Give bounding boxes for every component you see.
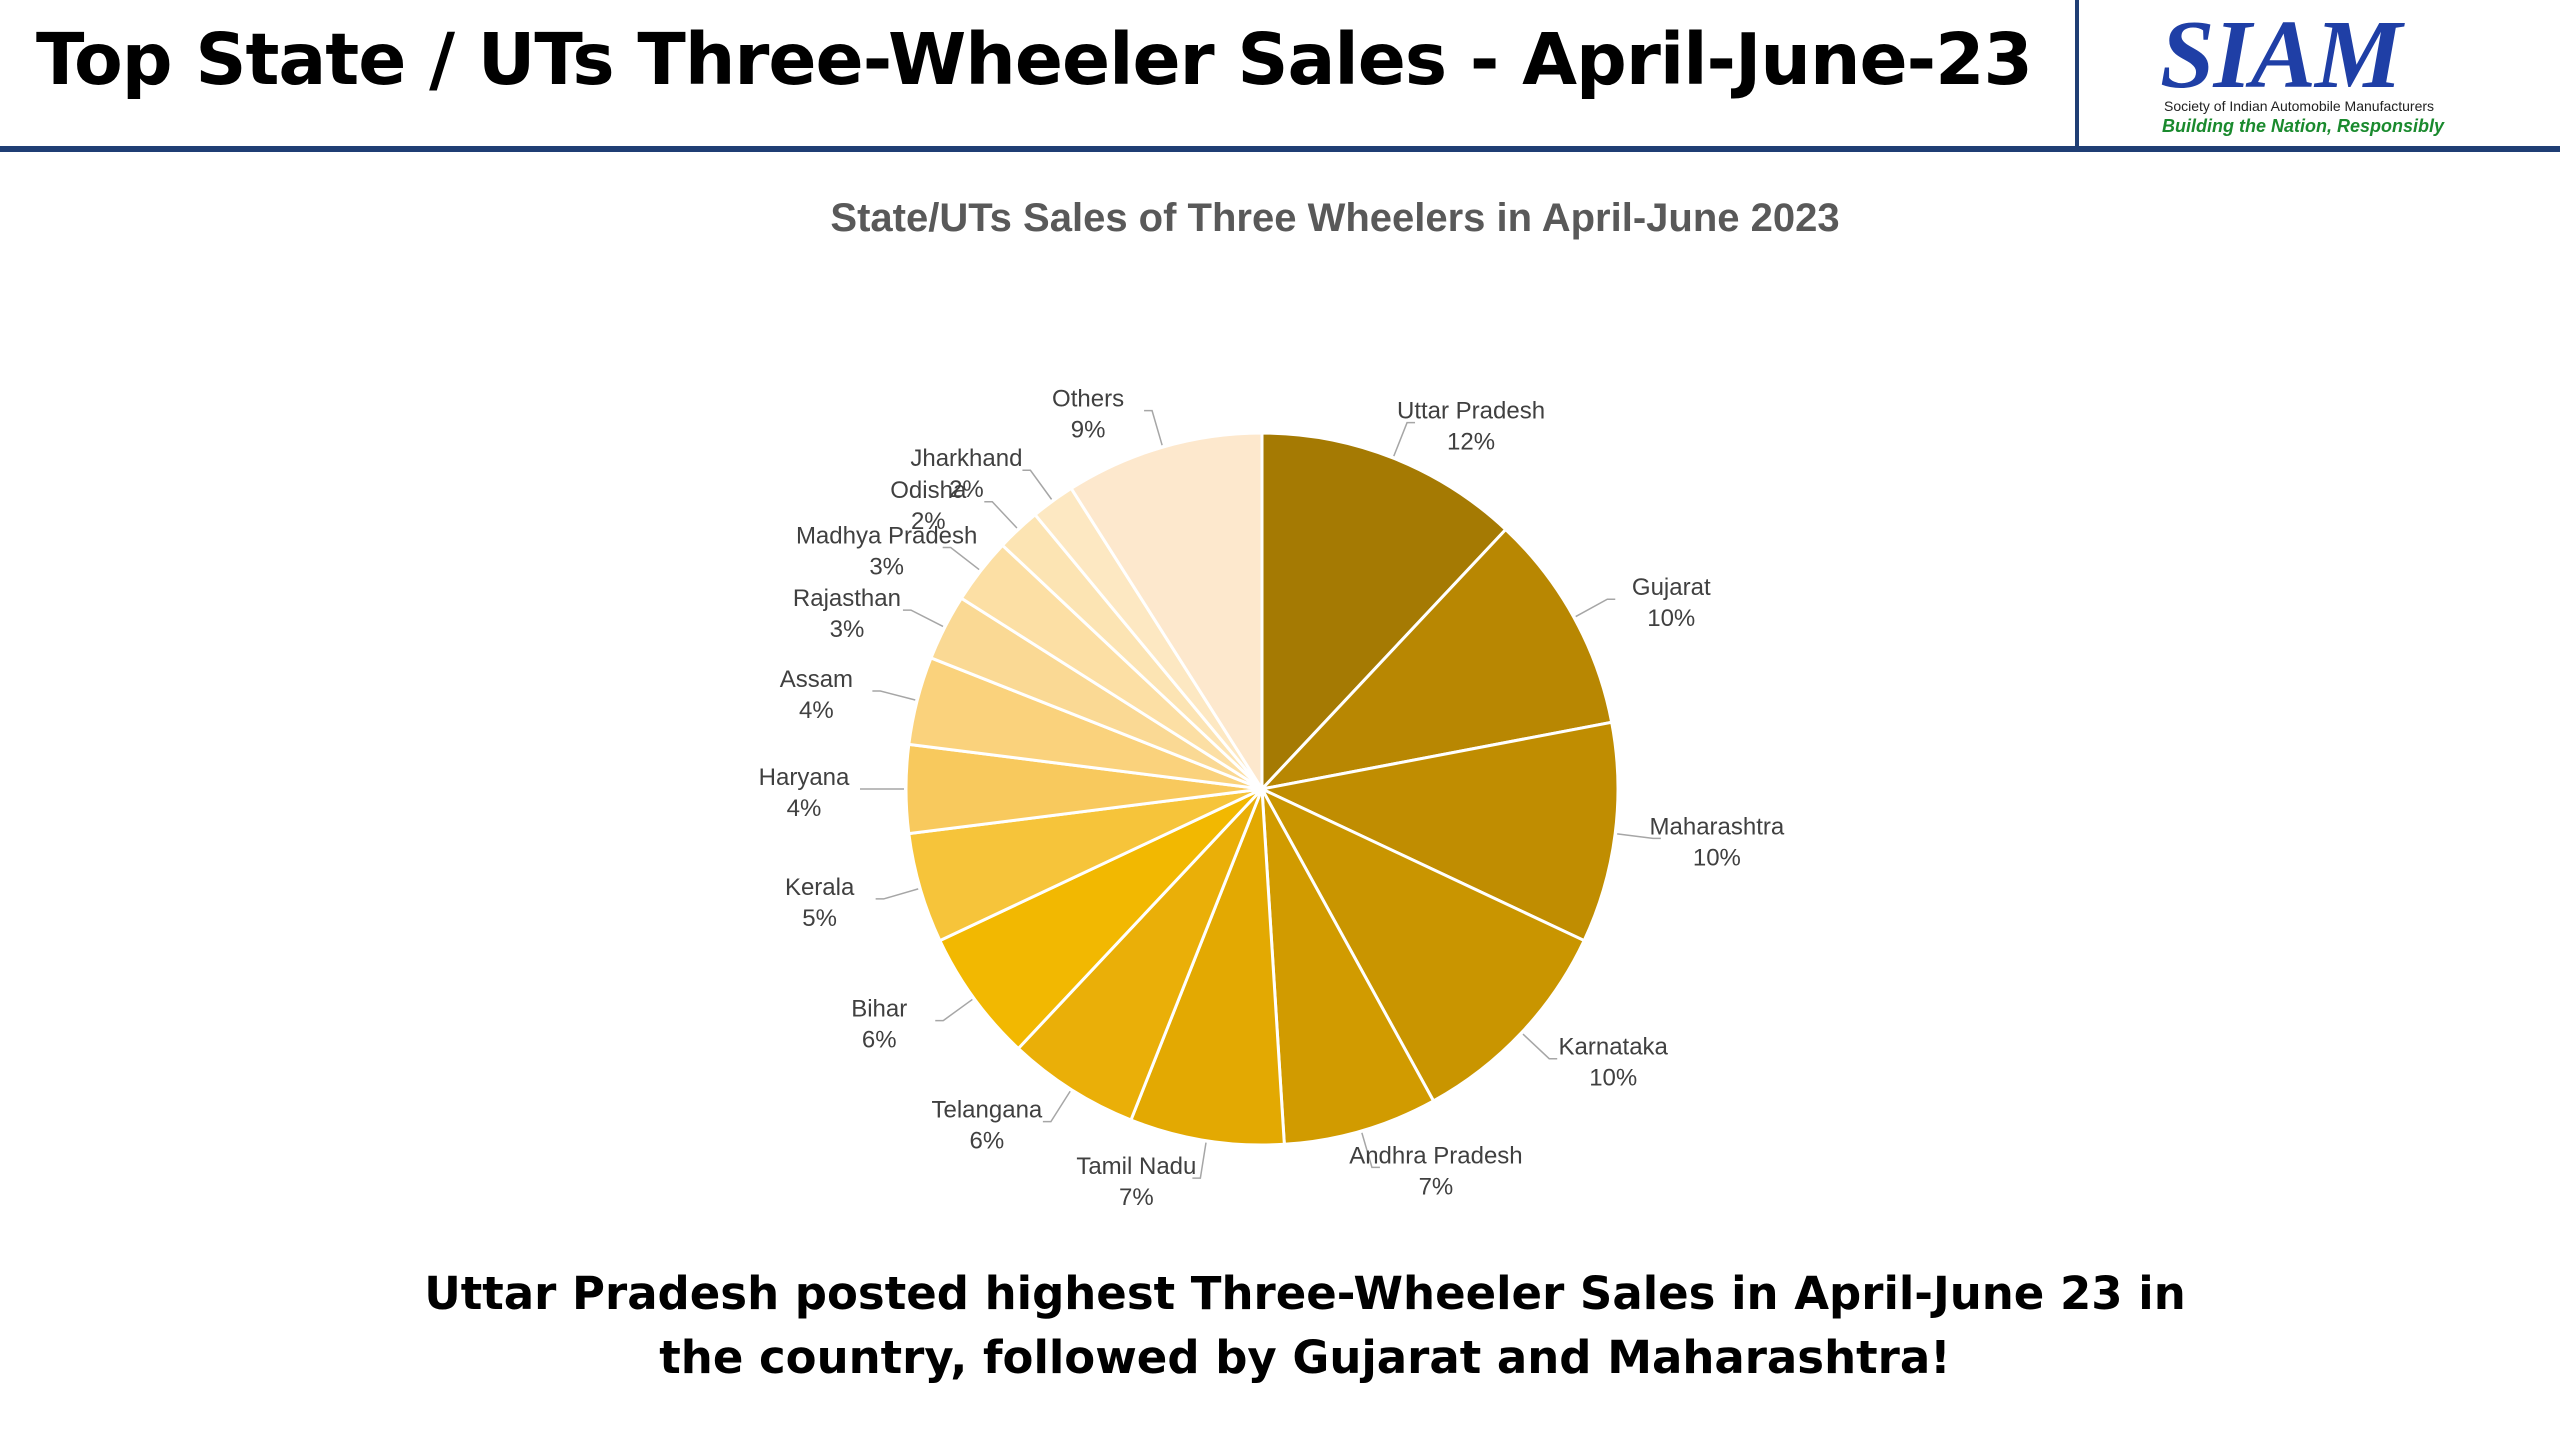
slice-value-karnataka: 10% [1589,1065,1637,1092]
slice-label-bihar: Bihar [851,996,907,1023]
leader-line-jharkhand [1022,469,1053,500]
slide-title: Top State / UTs Three-Wheeler Sales - Ap… [36,18,2033,101]
siam-logo: SIAM Society of Indian Automobile Manufa… [2160,6,2500,140]
pie-slice-uttar-pradesh [1260,431,1508,793]
header-rule [0,146,2560,152]
leader-line-uttar-pradesh [1393,421,1416,457]
slice-value-rajasthan: 3% [830,616,865,643]
slice-value-madhya-pradesh: 3% [869,554,904,581]
slice-value-telangana: 6% [970,1128,1005,1155]
logo-subtitle: Society of Indian Automobile Manufacture… [2164,98,2435,114]
slice-label-haryana: Haryana [759,764,850,791]
slice-label-rajasthan: Rajasthan [793,585,901,612]
pie-slice-gujarat [1257,527,1614,792]
slide-header: Top State / UTs Three-Wheeler Sales - Ap… [0,0,2560,152]
slice-value-andhra-pradesh: 7% [1419,1173,1454,1200]
slice-value-haryana: 4% [787,795,822,822]
pie-slice-others [1069,431,1264,795]
leader-line-maharashtra [1617,833,1661,840]
leader-line-telangana [1042,1090,1071,1123]
leader-line-assam [872,690,916,701]
pie-slice-telangana [1016,787,1264,1122]
pie-slice-maharashtra [1257,720,1620,943]
pie-slice-andhra-pradesh [1260,788,1436,1146]
logo-mark: SIAM [2160,1,2402,109]
slice-label-assam: Assam [780,666,853,693]
slice-value-maharashtra: 10% [1693,844,1741,871]
slice-label-telangana: Telangana [932,1097,1043,1124]
slice-label-maharashtra: Maharashtra [1650,813,1785,840]
leader-line-odisha [984,501,1018,529]
slice-label-karnataka: Karnataka [1559,1034,1669,1061]
leader-line-tamil-nadu [1192,1142,1207,1179]
leader-line-bihar [935,998,973,1022]
slice-value-kerala: 5% [802,905,837,932]
slice-value-assam: 4% [799,697,834,724]
conclusion-text: Uttar Pradesh posted highest Three-Wheel… [0,1262,2560,1390]
slice-label-jharkhand: Jharkhand [910,445,1022,472]
slice-label-uttar-pradesh: Uttar Pradesh [1397,398,1545,425]
slice-value-uttar-pradesh: 12% [1447,429,1495,456]
leader-line-kerala [875,888,919,900]
slice-value-jharkhand: 2% [949,476,984,503]
slice-label-madhya-pradesh: Madhya Pradesh [796,523,977,550]
header-divider [2075,0,2079,148]
slice-value-bihar: 6% [862,1027,897,1054]
pie-chart: Uttar Pradesh 12% Gujarat 10% Maharashtra 10%… [759,386,1785,1212]
slice-label-kerala: Kerala [785,874,855,901]
slice-value-odisha: 2% [911,508,946,535]
slice-label-odisha: Odisha [890,477,967,504]
leader-line-others [1144,409,1163,446]
conclusion-line-1: Uttar Pradesh posted highest Three-Wheel… [424,1267,2186,1320]
chart-title: State/UTs Sales of Three Wheelers in Apr… [830,196,1840,240]
leader-line-madhya-pradesh [942,546,980,571]
slice-label-others: Others [1052,386,1124,413]
slice-value-others: 9% [1071,417,1106,444]
slice-label-gujarat: Gujarat [1632,574,1711,601]
slice-label-tamil-nadu: Tamil Nadu [1076,1153,1196,1180]
logo-tagline: Building the Nation, Responsibly [2162,116,2445,136]
pie-slice-tamil-nadu [1129,788,1286,1147]
leader-line-gujarat [1575,598,1616,618]
pie-slice-karnataka [1258,785,1587,1104]
conclusion-line-2: the country, followed by Gujarat and Mah… [659,1331,1951,1384]
slice-value-tamil-nadu: 7% [1119,1184,1154,1211]
pie-slice-bihar [937,787,1264,1051]
slice-label-andhra-pradesh: Andhra Pradesh [1349,1142,1522,1169]
leader-line-rajasthan [902,609,944,628]
leader-line-andhra-pradesh [1361,1132,1380,1169]
leader-line-karnataka [1522,1033,1558,1060]
slice-value-gujarat: 10% [1647,605,1695,632]
